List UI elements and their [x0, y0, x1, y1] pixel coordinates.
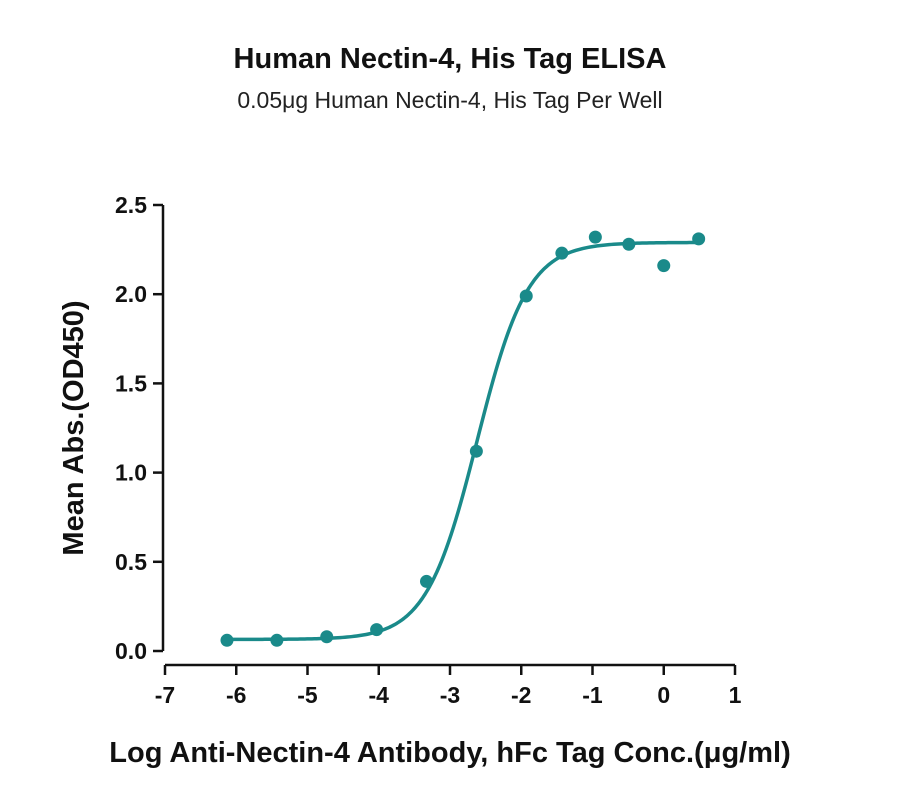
- x-tick-label: -7: [155, 682, 175, 708]
- data-point: [588, 230, 602, 244]
- y-tick-label: 2.0: [115, 281, 147, 307]
- x-tick-label: -2: [511, 682, 531, 708]
- x-axis-label: Log Anti-Nectin-4 Antibody, hFc Tag Conc…: [109, 737, 790, 769]
- data-point: [519, 289, 533, 303]
- x-tick-label: -1: [582, 682, 603, 708]
- x-tick-label: -5: [297, 682, 318, 708]
- y-tick-label: 0.0: [115, 638, 147, 664]
- y-tick-label: 1.5: [115, 370, 147, 396]
- data-point: [692, 232, 706, 246]
- fit-curve-layer: [226, 240, 699, 642]
- y-tick-label: 2.5: [115, 192, 147, 218]
- y-axis: 0.0 0.5 1.0 1.5 2.0 2.5: [115, 192, 165, 664]
- y-tick-label: 0.5: [115, 549, 147, 575]
- x-axis: -7 -6 -5 -4 -3 -2 -1 0 1: [155, 663, 742, 708]
- x-tick-label: 0: [657, 682, 670, 708]
- data-point: [622, 237, 636, 251]
- y-tick-label: 1.0: [115, 460, 147, 486]
- x-tick-label: -6: [226, 682, 246, 708]
- data-point: [370, 623, 384, 637]
- x-tick-label: -3: [440, 682, 460, 708]
- fit-curve-line: [226, 240, 699, 642]
- x-tick-label: -4: [369, 682, 390, 708]
- data-point: [270, 633, 284, 647]
- data-points-layer: [220, 230, 706, 647]
- data-point: [657, 259, 671, 273]
- chart-title: Human Nectin-4, His Tag ELISA: [234, 43, 667, 75]
- x-tick-label: 1: [729, 682, 742, 708]
- y-axis-label: Mean Abs.(OD450): [58, 300, 90, 555]
- data-point: [555, 246, 569, 260]
- data-point: [320, 630, 334, 644]
- data-point: [419, 574, 433, 588]
- chart-subtitle: 0.05μg Human Nectin-4, His Tag Per Well: [237, 87, 662, 113]
- data-point: [220, 633, 234, 647]
- data-point: [469, 444, 483, 458]
